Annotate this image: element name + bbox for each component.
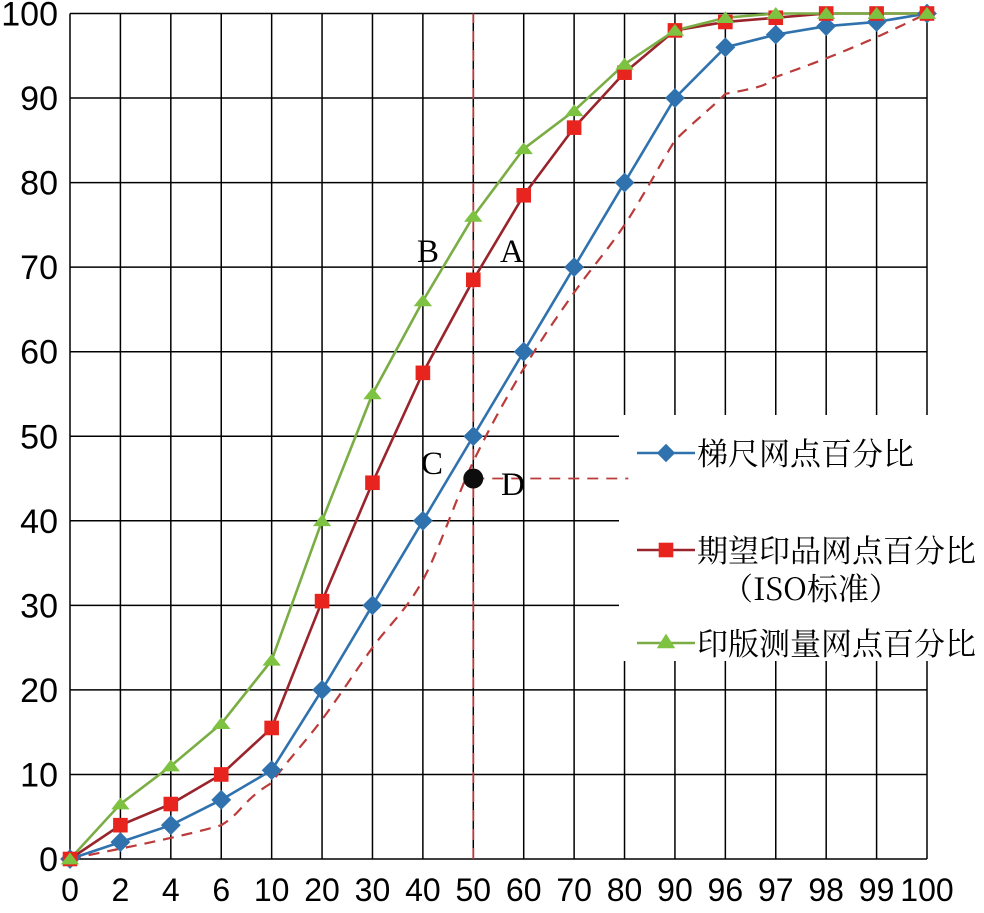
svg-text:0: 0 [39,841,58,879]
svg-text:90: 90 [20,80,58,118]
svg-text:6: 6 [212,872,230,908]
svg-text:70: 70 [556,872,592,908]
svg-text:80: 80 [607,872,643,908]
svg-text:99: 99 [859,872,895,908]
svg-text:10: 10 [254,872,290,908]
svg-text:30: 30 [355,872,391,908]
svg-text:70: 70 [20,249,58,287]
svg-text:40: 40 [405,872,441,908]
svg-text:C: C [421,446,443,482]
svg-text:梯尺网点百分比: 梯尺网点百分比 [697,429,914,474]
svg-text:30: 30 [20,587,58,625]
svg-text:100: 100 [1,0,58,34]
svg-text:10: 10 [20,756,58,794]
svg-text:60: 60 [20,334,58,372]
svg-text:印版测量网点百分比: 印版测量网点百分比 [697,619,976,664]
svg-text:97: 97 [758,872,794,908]
svg-text:50: 50 [20,418,58,456]
svg-text:0: 0 [61,872,79,908]
svg-text:20: 20 [304,872,340,908]
svg-text:（ISO标准）: （ISO标准） [722,564,900,609]
svg-text:100: 100 [900,872,953,908]
svg-text:20: 20 [20,672,58,710]
svg-text:A: A [500,234,524,270]
svg-text:60: 60 [506,872,542,908]
svg-text:96: 96 [708,872,744,908]
svg-text:80: 80 [20,165,58,203]
svg-text:D: D [501,467,525,503]
svg-text:B: B [417,234,439,270]
svg-text:40: 40 [20,503,58,541]
svg-text:90: 90 [657,872,693,908]
svg-text:98: 98 [808,872,844,908]
svg-text:2: 2 [112,872,130,908]
svg-text:4: 4 [162,872,180,908]
svg-text:50: 50 [455,872,491,908]
